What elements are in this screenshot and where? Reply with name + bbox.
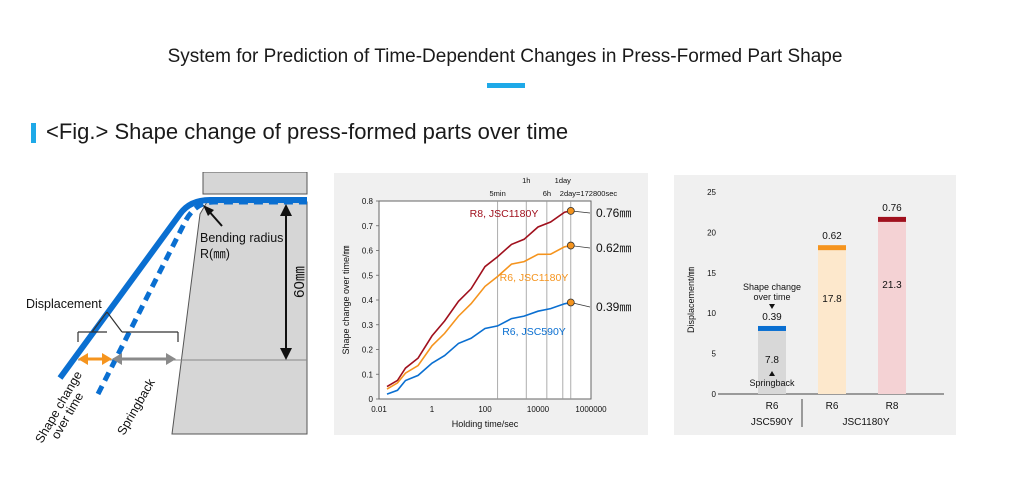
bar-chart-annotation-springback: Springback [749, 378, 795, 388]
springback-bar [878, 221, 906, 394]
page-title: System for Prediction of Time-Dependent … [167, 46, 843, 67]
bending-radius-unit: R(㎜) [200, 247, 230, 261]
figure-heading: <Fig.> Shape change of press-formed part… [46, 119, 569, 144]
bar-chart-ytick-label: 0 [712, 390, 717, 399]
bar-chart-ylabel: Displacement/㎜ [686, 267, 696, 333]
series-name-label: R6, JSC590Y [502, 326, 566, 338]
shape-change-value: 0.62 [822, 231, 842, 242]
displacement-label: Displacement [26, 297, 102, 311]
shape-change-arrowhead-left [78, 353, 88, 365]
springback-arrowhead-left [112, 353, 122, 365]
line-chart-ytick-label: 0.3 [362, 321, 374, 330]
series-name-label: R6, JSC1180Y [500, 272, 569, 284]
time-marker-label: 1h [522, 176, 530, 185]
series-end-value: 0.62㎜ [596, 241, 631, 255]
press-part-diagram: Bending radius R(㎜) 60㎜ Displacement Sha… [26, 172, 308, 446]
series-end-value: 0.39㎜ [596, 300, 631, 314]
bar-chart: 0 5 10 15 20 25 7.8 0.39 R6 17.8 0.62 R6 21.3 0.76 R8… [686, 188, 944, 428]
shape-change-bar [878, 216, 906, 222]
bar-chart-ytick-label: 20 [707, 228, 716, 237]
time-marker-label: 2day=172800sec [560, 189, 618, 198]
shape-change-value: 0.39 [762, 312, 782, 323]
series-name-label: R8, JSC1180Y [470, 208, 539, 220]
springback-value: 7.8 [765, 355, 779, 366]
line-series [386, 210, 571, 388]
springback-value: 21.3 [882, 280, 902, 291]
line-series [386, 244, 571, 390]
bar-chart-ytick-label: 5 [712, 350, 717, 359]
line-chart-ytick-label: 0.1 [362, 370, 374, 379]
time-marker-label: 1day [555, 176, 572, 185]
displacement-bracket [77, 311, 179, 342]
bar-chart-panel [674, 175, 956, 435]
springback-bar [818, 250, 846, 394]
time-marker-label: 5min [490, 189, 506, 198]
line-chart: 5min 1h 6h 1day 2day=172800sec 0 0.1 0.2 0.3 0.4… [341, 176, 631, 429]
bar-chart-shape-change-pointer [769, 304, 775, 309]
line-chart-xtick-label: 100 [478, 405, 492, 414]
springback-value: 17.8 [822, 294, 842, 305]
bar-chart-group-jsc1180y: JSC1180Y [842, 417, 889, 428]
line-chart-ytick-label: 0.4 [362, 296, 374, 305]
height-arrow-top [280, 204, 292, 216]
title-accent-bar [487, 83, 525, 88]
time-marker-label: 6h [543, 189, 551, 198]
figure-heading-marker [31, 123, 36, 143]
springback-arrowhead-right [166, 353, 176, 365]
line-chart-ytick-label: 0.5 [362, 271, 374, 280]
line-chart-ytick-label: 0.8 [362, 197, 374, 206]
bar-chart-ytick-label: 10 [707, 309, 716, 318]
line-chart-xtick-label: 0.01 [371, 405, 387, 414]
bending-radius-label: Bending radius [200, 231, 283, 245]
end-point-marker [566, 207, 575, 215]
line-chart-plot-area [378, 200, 592, 400]
bar-chart-category-label: R6 [826, 401, 839, 412]
line-chart-xlabel: Holding time/sec [452, 419, 519, 429]
line-chart-ytick-label: 0 [369, 395, 374, 404]
shape-change-bar [758, 325, 786, 331]
bending-radius-arrowhead [203, 205, 214, 216]
shape-change-value: 0.76 [882, 203, 902, 214]
die-block [202, 172, 308, 195]
line-chart-xtick-label: 1 [430, 405, 435, 414]
bar-chart-annotation-shape-change-1: Shape change [743, 282, 801, 292]
bar-chart-group-jsc590y: JSC590Y [751, 417, 794, 428]
shape-change-arrowhead-right [102, 353, 112, 365]
end-point-marker [566, 298, 575, 307]
springback-bar [758, 330, 786, 394]
height-arrow-bottom [280, 348, 292, 360]
line-chart-xtick-label: 1000000 [575, 405, 607, 414]
formed-part-profile [57, 197, 307, 380]
end-point-marker [566, 241, 575, 250]
series-end-value: 0.76㎜ [596, 206, 631, 220]
shape-change-bar [818, 245, 846, 251]
line-chart-ytick-label: 0.7 [362, 222, 374, 231]
line-series [386, 301, 571, 395]
line-chart-ytick-label: 0.6 [362, 247, 374, 256]
line-chart-ytick-label: 0.2 [362, 346, 374, 355]
bar-chart-annotation-shape-change-2: over time [753, 292, 790, 302]
bar-chart-ytick-label: 25 [707, 188, 716, 197]
bar-chart-category-label: R6 [766, 401, 779, 412]
height-label: 60㎜ [291, 266, 308, 298]
springback-label: Springback [114, 376, 158, 438]
bar-chart-category-label: R8 [886, 401, 899, 412]
line-chart-ylabel: Shape change over time/㎜ [341, 245, 351, 354]
bar-chart-ytick-label: 15 [707, 269, 716, 278]
line-chart-xtick-label: 10000 [527, 405, 550, 414]
bar-chart-springback-pointer [769, 371, 775, 376]
